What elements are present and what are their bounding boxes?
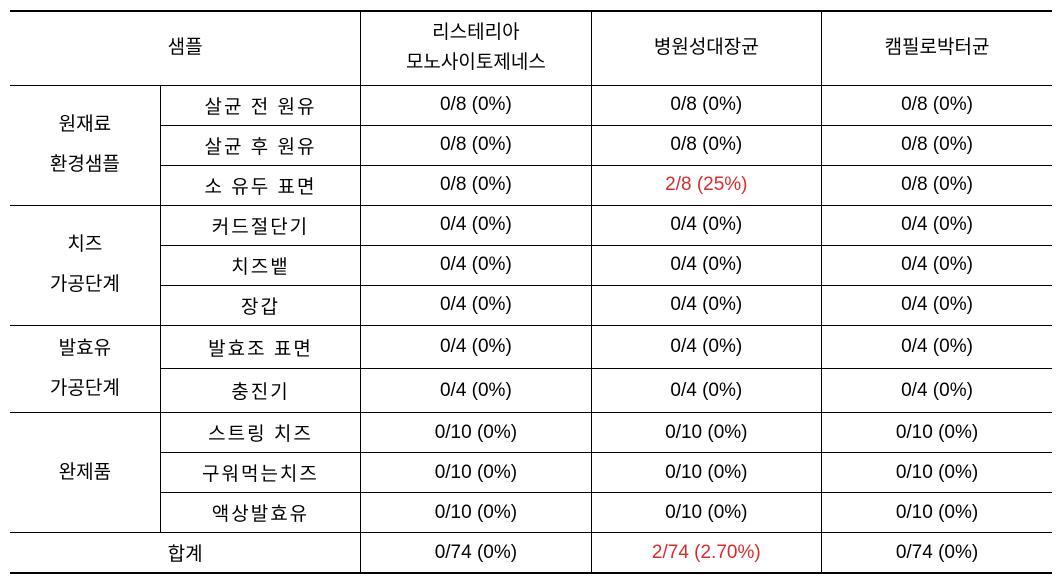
data-cell: 0/8 (0%) [361, 85, 591, 125]
data-cell: 0/10 (0%) [591, 413, 821, 453]
table-row: 발효유가공단계발효조 표면0/4 (0%)0/4 (0%)0/4 (0%) [10, 325, 1052, 369]
data-cell: 0/4 (0%) [591, 369, 821, 413]
total-label: 합계 [10, 533, 361, 574]
data-cell: 0/4 (0%) [361, 369, 591, 413]
group-label: 치즈가공단계 [10, 205, 160, 325]
group-label: 완제품 [10, 413, 160, 533]
header-sample: 샘플 [10, 11, 361, 85]
data-cell: 0/10 (0%) [822, 453, 1052, 493]
sub-label: 장갑 [160, 285, 360, 325]
data-cell: 0/4 (0%) [361, 285, 591, 325]
pathogen-detection-table: 샘플 리스테리아모노사이토제네스 병원성대장균 캠필로박터균 원재료환경샘플살균… [10, 10, 1052, 574]
total-cell: 2/74 (2.70%) [591, 533, 821, 574]
table-row: 소 유두 표면0/8 (0%)2/8 (25%)0/8 (0%) [10, 165, 1052, 205]
sub-label: 소 유두 표면 [160, 165, 360, 205]
group-label: 원재료환경샘플 [10, 85, 160, 205]
data-cell: 0/10 (0%) [361, 413, 591, 453]
header-listeria: 리스테리아모노사이토제네스 [361, 11, 591, 85]
data-cell: 0/4 (0%) [591, 285, 821, 325]
table-row: 원재료환경샘플살균 전 원유0/8 (0%)0/8 (0%)0/8 (0%) [10, 85, 1052, 125]
data-cell: 0/4 (0%) [591, 325, 821, 369]
sub-label: 액상발효유 [160, 493, 360, 533]
data-cell: 0/4 (0%) [361, 325, 591, 369]
data-cell: 0/4 (0%) [822, 285, 1052, 325]
data-cell: 0/4 (0%) [591, 205, 821, 245]
table-row: 장갑0/4 (0%)0/4 (0%)0/4 (0%) [10, 285, 1052, 325]
data-cell: 0/10 (0%) [822, 413, 1052, 453]
header-ecoli: 병원성대장균 [591, 11, 821, 85]
sub-label: 구워먹는치즈 [160, 453, 360, 493]
sub-label: 커드절단기 [160, 205, 360, 245]
total-cell: 0/74 (0%) [822, 533, 1052, 574]
data-cell: 0/8 (0%) [822, 125, 1052, 165]
data-cell: 0/10 (0%) [822, 493, 1052, 533]
data-cell: 0/4 (0%) [361, 245, 591, 285]
data-cell: 0/10 (0%) [591, 453, 821, 493]
table-row: 완제품스트링 치즈0/10 (0%)0/10 (0%)0/10 (0%) [10, 413, 1052, 453]
total-row: 합계0/74 (0%)2/74 (2.70%)0/74 (0%) [10, 533, 1052, 574]
data-cell: 0/8 (0%) [822, 85, 1052, 125]
sub-label: 스트링 치즈 [160, 413, 360, 453]
table-row: 치즈뱉0/4 (0%)0/4 (0%)0/4 (0%) [10, 245, 1052, 285]
sub-label: 충진기 [160, 369, 360, 413]
table-row: 치즈가공단계커드절단기0/4 (0%)0/4 (0%)0/4 (0%) [10, 205, 1052, 245]
table-row: 액상발효유0/10 (0%)0/10 (0%)0/10 (0%) [10, 493, 1052, 533]
data-cell: 0/4 (0%) [822, 325, 1052, 369]
data-cell: 0/4 (0%) [822, 205, 1052, 245]
group-label: 발효유가공단계 [10, 325, 160, 412]
data-cell: 0/8 (0%) [822, 165, 1052, 205]
data-cell: 0/4 (0%) [822, 369, 1052, 413]
data-cell: 0/8 (0%) [591, 85, 821, 125]
header-campylobacter: 캠필로박터균 [822, 11, 1052, 85]
data-cell: 0/10 (0%) [591, 493, 821, 533]
sub-label: 살균 전 원유 [160, 85, 360, 125]
table-row: 살균 후 원유0/8 (0%)0/8 (0%)0/8 (0%) [10, 125, 1052, 165]
data-cell: 0/8 (0%) [361, 125, 591, 165]
data-cell: 2/8 (25%) [591, 165, 821, 205]
data-cell: 0/8 (0%) [591, 125, 821, 165]
sub-label: 치즈뱉 [160, 245, 360, 285]
total-cell: 0/74 (0%) [361, 533, 591, 574]
table-row: 충진기0/4 (0%)0/4 (0%)0/4 (0%) [10, 369, 1052, 413]
data-cell: 0/4 (0%) [361, 205, 591, 245]
data-cell: 0/8 (0%) [361, 165, 591, 205]
data-cell: 0/4 (0%) [591, 245, 821, 285]
table-row: 구워먹는치즈0/10 (0%)0/10 (0%)0/10 (0%) [10, 453, 1052, 493]
data-cell: 0/4 (0%) [822, 245, 1052, 285]
data-cell: 0/10 (0%) [361, 493, 591, 533]
data-cell: 0/10 (0%) [361, 453, 591, 493]
sub-label: 발효조 표면 [160, 325, 360, 369]
sub-label: 살균 후 원유 [160, 125, 360, 165]
